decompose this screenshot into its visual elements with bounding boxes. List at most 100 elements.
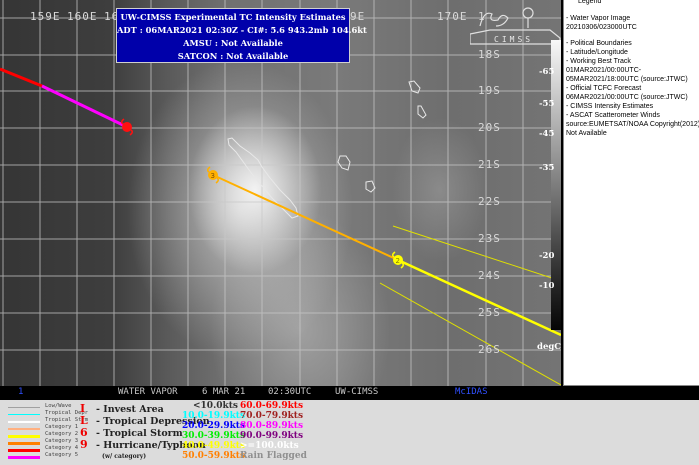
adt-estimate: ADT : 06MAR2021 02:30Z - CI#: 5.6 943.2m…	[117, 25, 367, 35]
track-swatch-cat4	[8, 449, 40, 452]
lon-label-169e: 9E	[350, 10, 366, 23]
forecast-track-cat2	[397, 258, 561, 337]
lon-label-161e: 16	[104, 10, 120, 23]
legend-item-image-time: 20210306/023000UTC	[566, 24, 637, 31]
colorbar-unit: degC	[537, 342, 562, 352]
image-date: 6 MAR 21	[202, 387, 246, 397]
speed-label: 40.0-49.9kts	[182, 441, 246, 451]
track-swatch-cat3	[8, 442, 40, 445]
speed-label: 10.0-19.9kts	[182, 411, 246, 421]
invest-area-icon: I	[80, 402, 86, 415]
colorbar-tick: -35	[539, 163, 555, 173]
speed-label: 20.0-29.9kts	[182, 421, 246, 431]
legend-item-best-track[interactable]: - Working Best Track	[566, 58, 631, 65]
storm-marker-current[interactable]	[120, 118, 134, 136]
legend-panel: Legend - Water Vapor Image 20210306/0230…	[563, 0, 699, 386]
bottom-legend: Low/Wave Tropical Depr Tropical Strm Cat…	[0, 400, 699, 465]
mcidas-status-bar: 1 WATER VAPOR 6 MAR 21 02:30UTC UW-CIMSS…	[0, 386, 561, 400]
system-name: McIDAS	[455, 387, 488, 397]
legend-item-political-boundaries[interactable]: - Political Boundaries	[566, 40, 632, 47]
lat-label-21s: 21S	[478, 158, 501, 171]
legend-item-track-start: 01MAR2021/00:00UTC-	[566, 67, 642, 74]
speed-label: >=100.0kts	[240, 441, 299, 451]
cimss-logo: CIMSS	[470, 4, 561, 46]
political-boundaries	[227, 80, 427, 219]
track-label: Low/Wave	[45, 403, 72, 409]
speed-label: 60.0-69.9kts	[240, 401, 304, 411]
storm-marker-forecast-1[interactable]: 3	[206, 166, 220, 184]
legend-item-lat-lon[interactable]: - Latitude/Longitude	[566, 49, 628, 56]
svg-text:3: 3	[211, 172, 215, 180]
colorbar-tick: -65	[539, 67, 555, 77]
satellite-map: 3 2 159E 160E 16 9E 170E 1 18S 19S 20S 2…	[0, 0, 561, 386]
track-swatch-cat2	[8, 435, 40, 438]
lon-label-170e: 170E	[437, 10, 468, 23]
track-swatch-td	[8, 414, 40, 415]
track-swatch-ts	[8, 421, 40, 423]
best-track-cat5	[41, 84, 128, 129]
best-track-cat4	[0, 67, 43, 88]
lat-label-22s: 22S	[478, 195, 501, 208]
speed-label: 50.0-59.9kts	[182, 451, 246, 461]
track-label: Category 1	[45, 424, 79, 430]
lat-label-26s: 26S	[478, 343, 501, 356]
speed-label: 80.0-89.9kts	[240, 421, 304, 431]
lat-label-19s: 19S	[478, 84, 501, 97]
colorbar-tick: -10	[539, 281, 555, 291]
speed-label: 70.0-79.9kts	[240, 411, 304, 421]
forecast-track-cat3	[212, 174, 399, 261]
track-swatch-low	[8, 407, 40, 408]
speed-label: 30.0-39.9kts	[182, 431, 246, 441]
satcon-status: SATCON : Not Available	[177, 51, 289, 61]
product-name: WATER VAPOR	[118, 387, 178, 397]
adt-intensity-box: UW-CIMSS Experimental TC Intensity Estim…	[116, 8, 367, 63]
legend-item-intensity[interactable]: - CIMSS Intensity Estimates	[566, 103, 654, 110]
speed-label: <10.0kts	[193, 401, 238, 411]
lat-label-18s: 18S	[478, 48, 501, 61]
colorbar-tick: -20	[539, 251, 555, 261]
colorbar-tick: -45	[539, 129, 555, 139]
track-label: Category 3	[45, 438, 79, 444]
lon-label-160e: 160E	[67, 10, 98, 23]
legend-heading: Legend	[578, 0, 602, 5]
legend-item-ascat-status: Not Available	[566, 130, 607, 137]
lat-label-23s: 23S	[478, 232, 501, 245]
tropical-storm-icon: 6	[80, 426, 88, 439]
map-overlay: 3 2	[0, 0, 561, 386]
speed-label: 90.0-99.9kts	[240, 431, 304, 441]
symbol-label: - Tropical Depression	[96, 416, 210, 427]
track-label: Category 2	[45, 431, 79, 437]
forecast-cone-lower	[379, 282, 561, 386]
lon-label-171e: 1	[478, 10, 486, 23]
symbol-note: (w/ category)	[102, 453, 147, 460]
legend-item-ascat[interactable]: - ASCAT Scatterometer Winds	[566, 112, 660, 119]
frame-number: 1	[18, 387, 24, 397]
hurricane-icon: 9	[80, 438, 88, 451]
lon-label-159e: 159E	[30, 10, 61, 23]
track-label: Tropical Depr	[45, 410, 89, 416]
amsu-status: AMSU : Not Available	[183, 38, 283, 48]
lat-lon-grid	[0, 0, 561, 386]
legend-item-forecast-time: 06MAR2021/00:00UTC (source:JTWC)	[566, 94, 688, 101]
storm-marker-forecast-2[interactable]: 2	[391, 251, 405, 269]
image-source: UW-CIMSS	[335, 387, 379, 397]
track-label: Category 5	[45, 452, 79, 458]
symbol-label: - Hurricane/Typhoon	[96, 440, 206, 451]
colorbar-tick: -55	[539, 99, 555, 109]
symbol-label: - Invest Area	[96, 404, 164, 415]
lat-label-24s: 24S	[478, 269, 501, 282]
image-time: 02:30UTC	[268, 387, 312, 397]
forecast-cone-upper	[392, 225, 561, 282]
track-label: Tropical Strm	[45, 417, 89, 423]
legend-item-water-vapor[interactable]: - Water Vapor Image	[566, 15, 631, 22]
legend-item-forecast[interactable]: - Official TCFC Forecast	[566, 85, 642, 92]
track-swatch-cat1	[8, 428, 40, 430]
title-heading: UW-CIMSS Experimental TC Intensity Estim…	[120, 12, 346, 22]
lat-label-25s: 25S	[478, 306, 501, 319]
legend-item-ascat-source: source:EUMETSAT/NOAA Copyright(2012)	[566, 121, 699, 128]
lat-label-20s: 20S	[478, 121, 501, 134]
temperature-colorbar	[551, 40, 561, 330]
legend-item-track-end: 05MAR2021/18:00UTC (source:JTWC)	[566, 76, 688, 83]
speed-label: Rain Flagged	[240, 451, 307, 461]
track-swatch-cat5	[8, 456, 40, 459]
